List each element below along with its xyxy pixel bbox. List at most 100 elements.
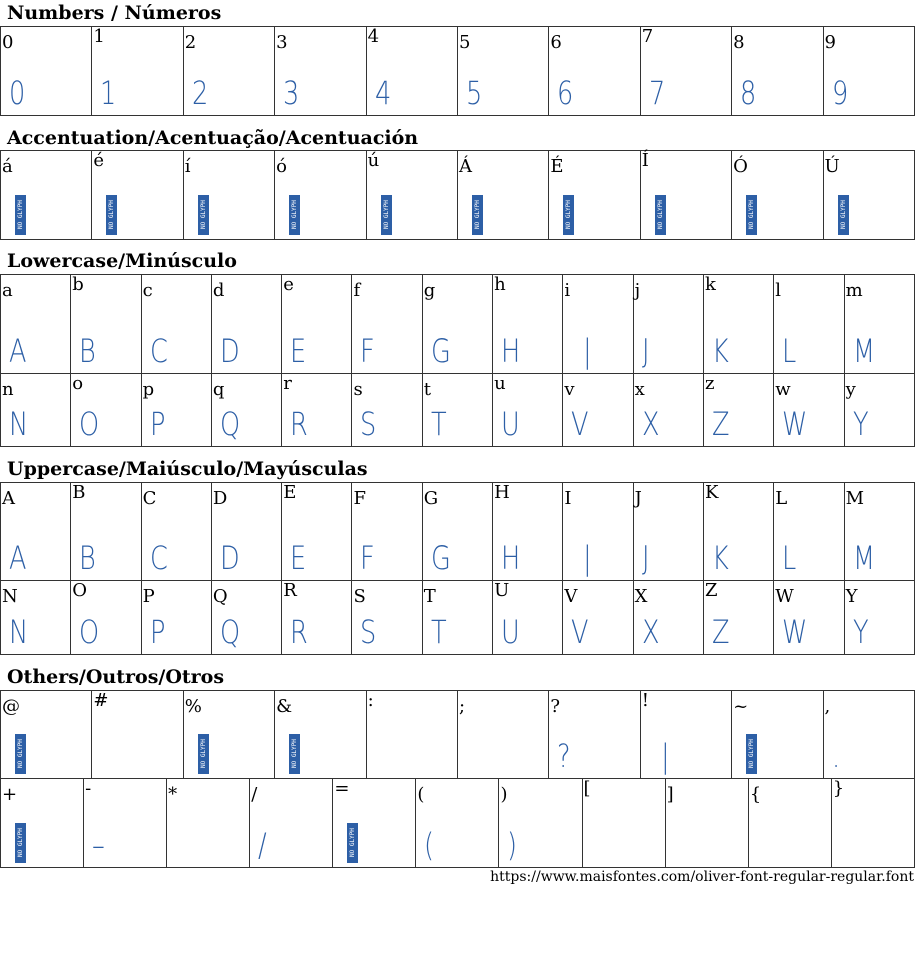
section-title: Uppercase/Maiúsculo/Mayúsculas [7,458,368,480]
char-label: Z [704,580,718,601]
glyph-preview: 0 [9,74,26,112]
glyph-cell: Ó NO GLYPH [731,150,824,240]
char-label: y [845,379,856,400]
glyph-preview: K [711,332,729,370]
section-title: Numbers / Números [7,2,222,24]
char-label: m [845,280,863,301]
char-label: E [283,482,297,503]
char-label: g [423,280,436,301]
glyph-table: á NO GLYPH é NO GLYPH í NO GLYPH ó NO GLYPH ú NO … [0,150,916,240]
char-label: F [353,488,366,509]
glyph-preview: V [571,405,589,443]
glyph-preview: F [360,539,376,577]
char-label: ; [458,696,466,717]
char-label: a [2,280,13,301]
char-label: = [334,778,350,799]
char-label: ~ [733,696,749,717]
glyph-preview: G [430,332,451,370]
glyph-cell: é NO GLYPH [91,150,184,240]
char-label: R [283,580,297,601]
glyph-cell: { [747,778,832,868]
char-label: I [564,488,572,509]
glyph-preview: M [852,332,875,370]
glyph-preview: 7 [648,74,666,112]
glyph-preview: K [711,539,729,577]
char-label: í [184,156,191,177]
glyph-cell: Á NO GLYPH [456,150,550,240]
glyph-preview: O [79,613,100,651]
glyph-cell: Ú NO GLYPH [822,150,916,240]
no-glyph-icon: NO GLYPH [15,734,26,774]
glyph-cell: : [365,690,458,779]
glyph-preview: ) [507,826,518,864]
char-label: { [749,784,762,805]
glyph-cell: } [830,778,916,868]
glyph-cell: + NO GLYPH [0,778,85,868]
no-glyph-icon: NO GLYPH [106,195,118,235]
glyph-preview: R [290,613,308,651]
glyph-cell: Í NO GLYPH [639,150,733,240]
glyph-preview: P [149,405,166,443]
char-label: n [2,379,14,400]
char-label: t [423,379,432,400]
glyph-preview: D [219,332,240,370]
glyph-preview: 8 [740,74,757,112]
char-label: , [824,696,831,717]
glyph-cell: * [166,778,251,868]
char-label: o [72,373,84,394]
char-label: 5 [458,32,471,53]
source-link[interactable]: https://www.maisfontes.com/oliver-font-r… [490,869,914,885]
no-glyph-icon: NO GLYPH [347,823,359,863]
glyph-preview: R [290,405,308,443]
char-label: i [564,280,571,301]
glyph-cell: I | [562,482,634,581]
glyph-cell: i | [562,274,634,374]
char-label: * [168,784,178,805]
char-label: : [367,690,374,711]
char-label: W [775,586,794,607]
glyph-row: + NO GLYPH - – * / / = NO GLYPH(())[]{} [0,778,916,868]
char-label: G [423,488,439,509]
glyph-preview: S [360,613,377,651]
glyph-preview: O [79,405,100,443]
char-label: ) [500,784,508,805]
char-label: s [353,379,363,400]
char-label: [ [583,778,591,799]
char-label: ] [666,784,674,805]
glyph-preview: W [782,613,808,651]
glyph-cell: ú NO GLYPH [365,150,458,240]
char-label: k [704,274,716,295]
glyph-cell: ?? [548,690,641,779]
char-label: ? [550,696,560,717]
glyph-preview: J [641,332,650,370]
char-label: v [564,379,575,400]
glyph-preview: V [571,613,589,651]
glyph-cell: ! | [639,690,733,779]
no-glyph-icon: NO GLYPH [746,195,758,235]
glyph-preview: B [79,539,97,577]
char-label: 0 [2,32,14,53]
